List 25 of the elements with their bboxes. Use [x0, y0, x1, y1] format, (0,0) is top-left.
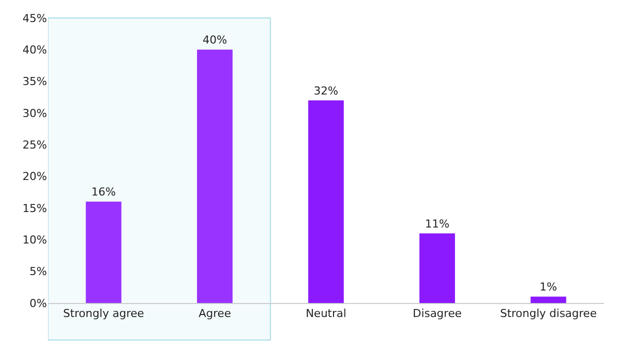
x-tick-label: Strongly disagree [500, 307, 597, 320]
y-tick-label: 5% [30, 265, 47, 278]
x-tick-label: Disagree [412, 307, 462, 320]
y-tick-label: 40% [22, 44, 47, 57]
x-tick-label: Neutral [306, 307, 346, 320]
data-label: 16% [91, 186, 116, 199]
x-tick-label: Strongly agree [63, 307, 144, 320]
y-tick-label: 0% [30, 296, 47, 310]
data-label: 32% [314, 84, 338, 98]
y-tick-label: 35% [22, 75, 47, 88]
y-tick-label: 15% [22, 202, 47, 215]
bar [419, 233, 455, 303]
data-label: 11% [424, 217, 450, 230]
x-tick-label: Agree [198, 307, 232, 320]
y-tick-label: 45% [22, 12, 47, 25]
data-label: 1% [540, 280, 558, 294]
y-tick-label: 20% [22, 170, 47, 184]
y-tick-label: 25% [22, 138, 47, 152]
y-tick-label: 10% [22, 234, 47, 247]
bar [197, 50, 233, 303]
data-label: 40% [202, 34, 228, 47]
bar [308, 100, 344, 303]
bar [530, 296, 566, 303]
y-tick-label: 30% [22, 106, 47, 120]
bar [86, 202, 122, 303]
